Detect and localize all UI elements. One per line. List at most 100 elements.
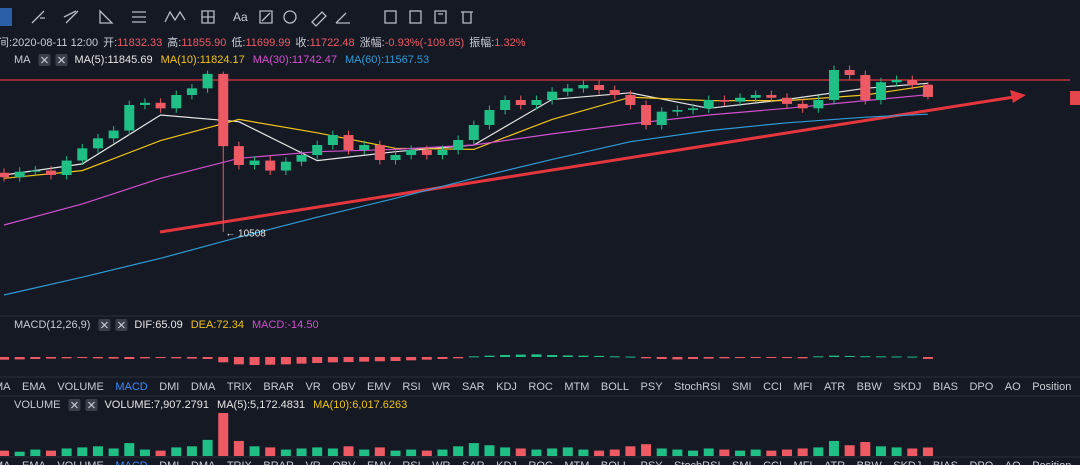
indicator-tab[interactable]: BOLL (601, 381, 629, 393)
indicator-tab[interactable]: EMV (367, 460, 392, 465)
indicator-tab[interactable]: ROC (528, 381, 553, 393)
indicator-tab[interactable]: MFI (794, 381, 813, 393)
tool-hide[interactable] (434, 10, 447, 24)
tool-fib[interactable] (132, 11, 146, 23)
indicator-tab[interactable]: SKDJ (893, 381, 921, 393)
tool-magnet[interactable] (283, 10, 297, 24)
indicator-tab[interactable]: BIAS (933, 460, 958, 465)
macd-bar (45, 357, 56, 359)
tool-delete[interactable] (461, 11, 473, 24)
indicator-tab[interactable]: BIAS (933, 381, 958, 393)
macd-bar (406, 357, 417, 361)
indicator-tab[interactable]: WR (432, 381, 450, 393)
volume-bar (907, 448, 918, 456)
indicator-tab[interactable]: ATR (824, 460, 845, 465)
indicator-tab[interactable]: BOLL (601, 460, 629, 465)
volume-bar (484, 445, 495, 456)
macd-bar (92, 357, 103, 359)
indicator-tab[interactable]: MFI (794, 460, 813, 465)
indicator-tab[interactable]: DPO (969, 460, 993, 465)
tool-measure[interactable] (201, 10, 215, 24)
indicator-tab[interactable]: EMA (22, 460, 47, 465)
tool-ruler[interactable] (311, 11, 327, 27)
macd-bar (641, 357, 652, 359)
info-label: 高: (167, 35, 181, 49)
candle-body (14, 171, 25, 178)
indicator-tab[interactable]: VR (305, 381, 320, 393)
indicator-tab[interactable]: KDJ (496, 460, 517, 465)
indicator-tab[interactable]: ROC (528, 460, 553, 465)
tool-lock[interactable] (384, 10, 397, 24)
info-label: 收: (296, 35, 310, 49)
tool-text[interactable]: Aa (233, 10, 248, 24)
indicator-tab[interactable]: EMV (367, 381, 392, 393)
indicator-tab[interactable]: DPO (969, 381, 993, 393)
info-line: 间:2020-08-11 12:00 开:11832.33 高:11855.90 低:… (0, 35, 526, 49)
macd-bar (562, 355, 573, 357)
indicator-tab[interactable]: DMI (159, 381, 179, 393)
indicator-tab[interactable]: MACD (115, 381, 147, 393)
candle-body (719, 100, 730, 102)
indicator-tab[interactable]: PSY (641, 381, 664, 393)
indicator-tab[interactable]: StochRSI (674, 381, 720, 393)
tool-pen[interactable] (335, 12, 350, 24)
indicator-tab[interactable]: BRAR (263, 381, 294, 393)
indicator-tab[interactable]: AO (1005, 381, 1021, 393)
indicator-tab[interactable]: TRIX (227, 460, 253, 465)
indicator-tab[interactable]: VOLUME (57, 381, 103, 393)
candle-body (907, 80, 918, 85)
indicator-tab[interactable]: RSI (402, 381, 420, 393)
indicator-tab[interactable]: MA (0, 460, 11, 465)
indicator-tab[interactable]: SKDJ (893, 460, 921, 465)
trend-line[interactable] (159, 95, 1015, 234)
indicator-tab[interactable]: SAR (462, 460, 485, 465)
indicator-tab[interactable]: MA (0, 381, 11, 393)
indicator-tab[interactable]: MTM (564, 460, 589, 465)
indicator-tab[interactable]: SMI (732, 381, 752, 393)
candle-body (312, 145, 323, 155)
indicator-tab[interactable]: RSI (402, 460, 420, 465)
indicator-tab[interactable]: StochRSI (674, 460, 720, 465)
indicator-tab[interactable]: MTM (564, 381, 589, 393)
indicator-tab[interactable]: BBW (857, 460, 883, 465)
indicator-tab[interactable]: CCI (763, 460, 782, 465)
tool-channel[interactable] (63, 10, 79, 24)
indicator-tab[interactable]: OBV (332, 381, 356, 393)
indicator-tab[interactable]: CCI (763, 381, 782, 393)
indicator-tab[interactable]: ATR (824, 381, 845, 393)
price-tag (1070, 91, 1080, 105)
indicator-tab[interactable]: PSY (641, 460, 664, 465)
tool-line[interactable] (31, 10, 45, 24)
indicator-tab[interactable]: EMA (22, 381, 47, 393)
indicator-tab[interactable]: DMA (191, 460, 216, 465)
indicator-tab[interactable]: MACD (115, 460, 147, 465)
indicator-tab[interactable]: KDJ (496, 381, 517, 393)
indicator-tab[interactable]: Position (1032, 381, 1071, 393)
indicator-tab[interactable]: VR (305, 460, 320, 465)
indicator-tab[interactable]: OBV (332, 460, 356, 465)
indicator-tab[interactable]: Position (1032, 460, 1071, 465)
indicator-tab[interactable]: DMA (191, 381, 216, 393)
indicator-tab[interactable]: AO (1005, 460, 1021, 465)
tool-wave[interactable] (164, 10, 186, 23)
info-label: 振幅: (469, 35, 494, 49)
indicator-tab[interactable]: DMI (159, 460, 179, 465)
indicator-tab[interactable]: VOLUME (57, 460, 103, 465)
indicator-tab[interactable]: BBW (857, 381, 883, 393)
info-value: -0.93%(-109.85) (385, 37, 465, 49)
tool-triangle[interactable] (99, 9, 114, 24)
candle-body (672, 110, 683, 112)
tool-pattern[interactable] (259, 10, 273, 24)
volume-bar (782, 449, 792, 456)
indicator-tab[interactable]: BRAR (263, 460, 294, 465)
indicator-tab[interactable]: TRIX (227, 381, 253, 393)
volume-bar (813, 447, 824, 456)
candle-body (92, 138, 103, 149)
indicator-tab[interactable]: WR (432, 460, 450, 465)
volume-bar (108, 448, 119, 456)
macd-bar (186, 357, 197, 359)
indicator-tab[interactable]: SMI (732, 460, 752, 465)
indicator-tab[interactable]: SAR (462, 381, 485, 393)
tool-copy[interactable] (409, 10, 422, 24)
tool-cursor[interactable] (0, 8, 12, 26)
